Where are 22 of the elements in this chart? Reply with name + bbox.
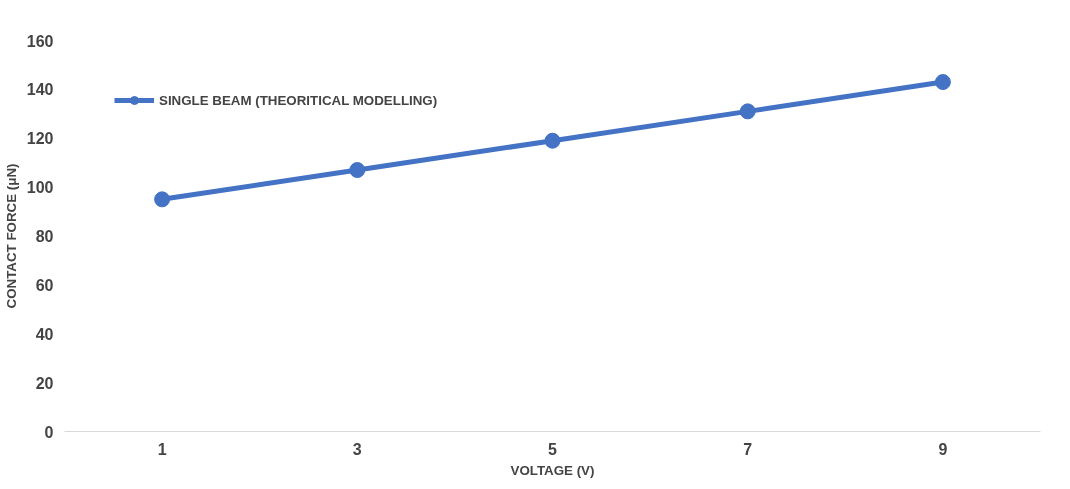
x-tick-label: 1 xyxy=(157,440,167,458)
x-axis-title: VOLTAGE (V) xyxy=(510,462,595,478)
y-tick-label: 100 xyxy=(26,179,54,197)
point xyxy=(349,162,366,178)
y-tick-label: 0 xyxy=(44,423,54,441)
y-tick-label: 120 xyxy=(26,130,54,148)
point xyxy=(154,191,171,208)
y-tick-label: 60 xyxy=(35,276,54,294)
x-tick-label: 9 xyxy=(938,440,948,458)
point xyxy=(934,74,951,91)
y-tick-label: 20 xyxy=(35,374,54,392)
x-tick-label: 5 xyxy=(548,440,558,458)
y-tick-label: 140 xyxy=(26,81,54,99)
y-tick-label: 80 xyxy=(35,228,54,245)
y-tick-label: 40 xyxy=(35,325,54,343)
point xyxy=(739,103,756,120)
y-tick-label: 160 xyxy=(26,32,54,50)
y-axis-title: CONTACT FORCE (μN) xyxy=(3,163,19,309)
x-tick-label: 3 xyxy=(352,440,362,458)
legend-label: SINGLE BEAM (THEORITICAL MODELLING) xyxy=(159,92,438,108)
x-tick-label: 7 xyxy=(743,440,753,458)
point xyxy=(544,132,561,149)
